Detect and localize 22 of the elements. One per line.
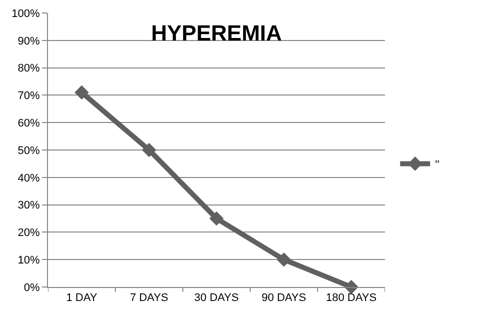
x-tick-label: 1 DAY <box>66 292 98 304</box>
y-tick-label: 60% <box>18 117 40 130</box>
x-tick-label: 7 DAYS <box>130 292 168 304</box>
y-tick-label: 40% <box>18 172 40 184</box>
y-tick-label: 0% <box>24 282 40 294</box>
y-tick-label: 20% <box>18 227 40 240</box>
chart-title: HYPEREMIA <box>151 20 282 46</box>
x-tick-label: 90 DAYS <box>262 292 306 304</box>
x-tick-label: 30 DAYS <box>194 292 239 304</box>
y-tick-label: 10% <box>18 254 40 266</box>
y-tick-label: 90% <box>18 35 40 48</box>
legend-label: '' <box>435 158 440 171</box>
point <box>276 252 292 267</box>
point <box>142 142 156 158</box>
y-tick-label: 50% <box>18 144 40 157</box>
y-tick-label: 30% <box>18 200 40 212</box>
y-tick-label: 70% <box>18 90 40 102</box>
x-tick-label: 180 DAYS <box>326 292 377 304</box>
point <box>209 211 224 226</box>
y-tick-label: 80% <box>18 62 40 75</box>
y-tick-label: 100% <box>12 8 40 20</box>
point <box>74 85 89 100</box>
